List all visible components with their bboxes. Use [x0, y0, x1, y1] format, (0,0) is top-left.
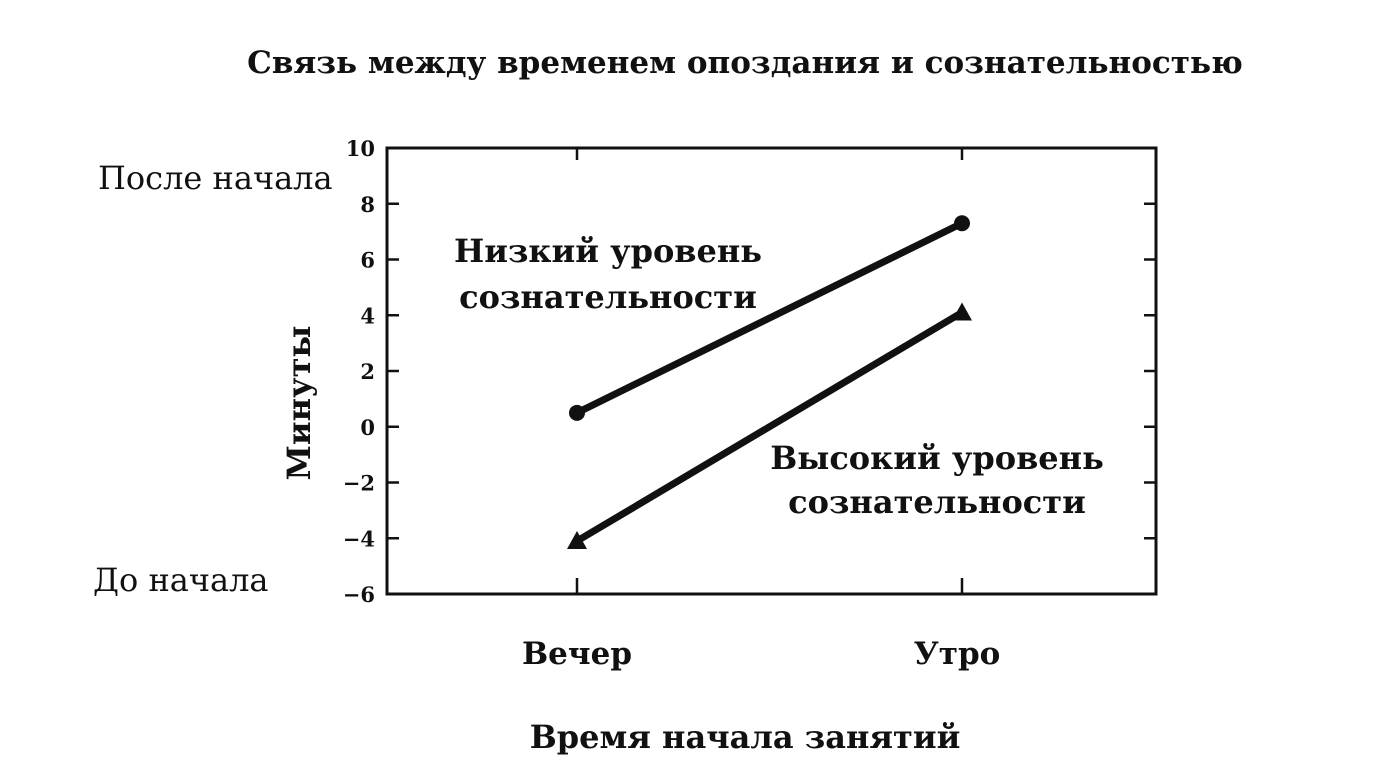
series-label-low-line2: сознательности: [459, 278, 757, 316]
y-tick-label-2: 6: [360, 248, 375, 273]
y-axis-ticks: 10 8 6 4 2 0 −2 −4 −6: [343, 136, 1156, 607]
y-axis-label: Минуты: [280, 326, 318, 481]
y-tick-label-3: 4: [360, 303, 375, 328]
series-line-1: [573, 308, 966, 545]
y-side-label-before-start: До начала: [93, 561, 269, 599]
y-tick-label-6: −2: [343, 471, 375, 496]
series-label-high-line1: Высокий уровень: [770, 439, 1104, 477]
series-1-point-1: [952, 302, 972, 321]
series-1-point-0: [567, 531, 587, 550]
chart-title: Связь между временем опоздания и сознате…: [247, 45, 1243, 81]
x-category-label-evening: Вечер: [522, 636, 632, 672]
y-tick-label-1: 8: [360, 192, 375, 217]
x-category-label-morning: Утро: [914, 636, 1001, 672]
y-tick-label-7: −4: [343, 526, 375, 551]
y-tick-label-5: 0: [360, 415, 375, 440]
x-axis-label: Время начала занятий: [530, 718, 961, 756]
series-label-high-line2: сознательности: [788, 483, 1086, 521]
plot-frame: [385, 146, 1158, 596]
series-line-0: [573, 219, 966, 417]
series-markers: [567, 215, 972, 550]
series-lines: [573, 219, 966, 545]
series-0-point-1: [954, 215, 970, 232]
y-tick-label-8: −6: [343, 582, 375, 607]
y-side-label-after-start: После начала: [98, 159, 333, 197]
y-tick-label-0: 10: [346, 136, 375, 161]
series-label-low-line1: Низкий уровень: [454, 232, 762, 270]
series-0-point-0: [569, 404, 585, 421]
y-tick-label-4: 2: [360, 359, 375, 384]
